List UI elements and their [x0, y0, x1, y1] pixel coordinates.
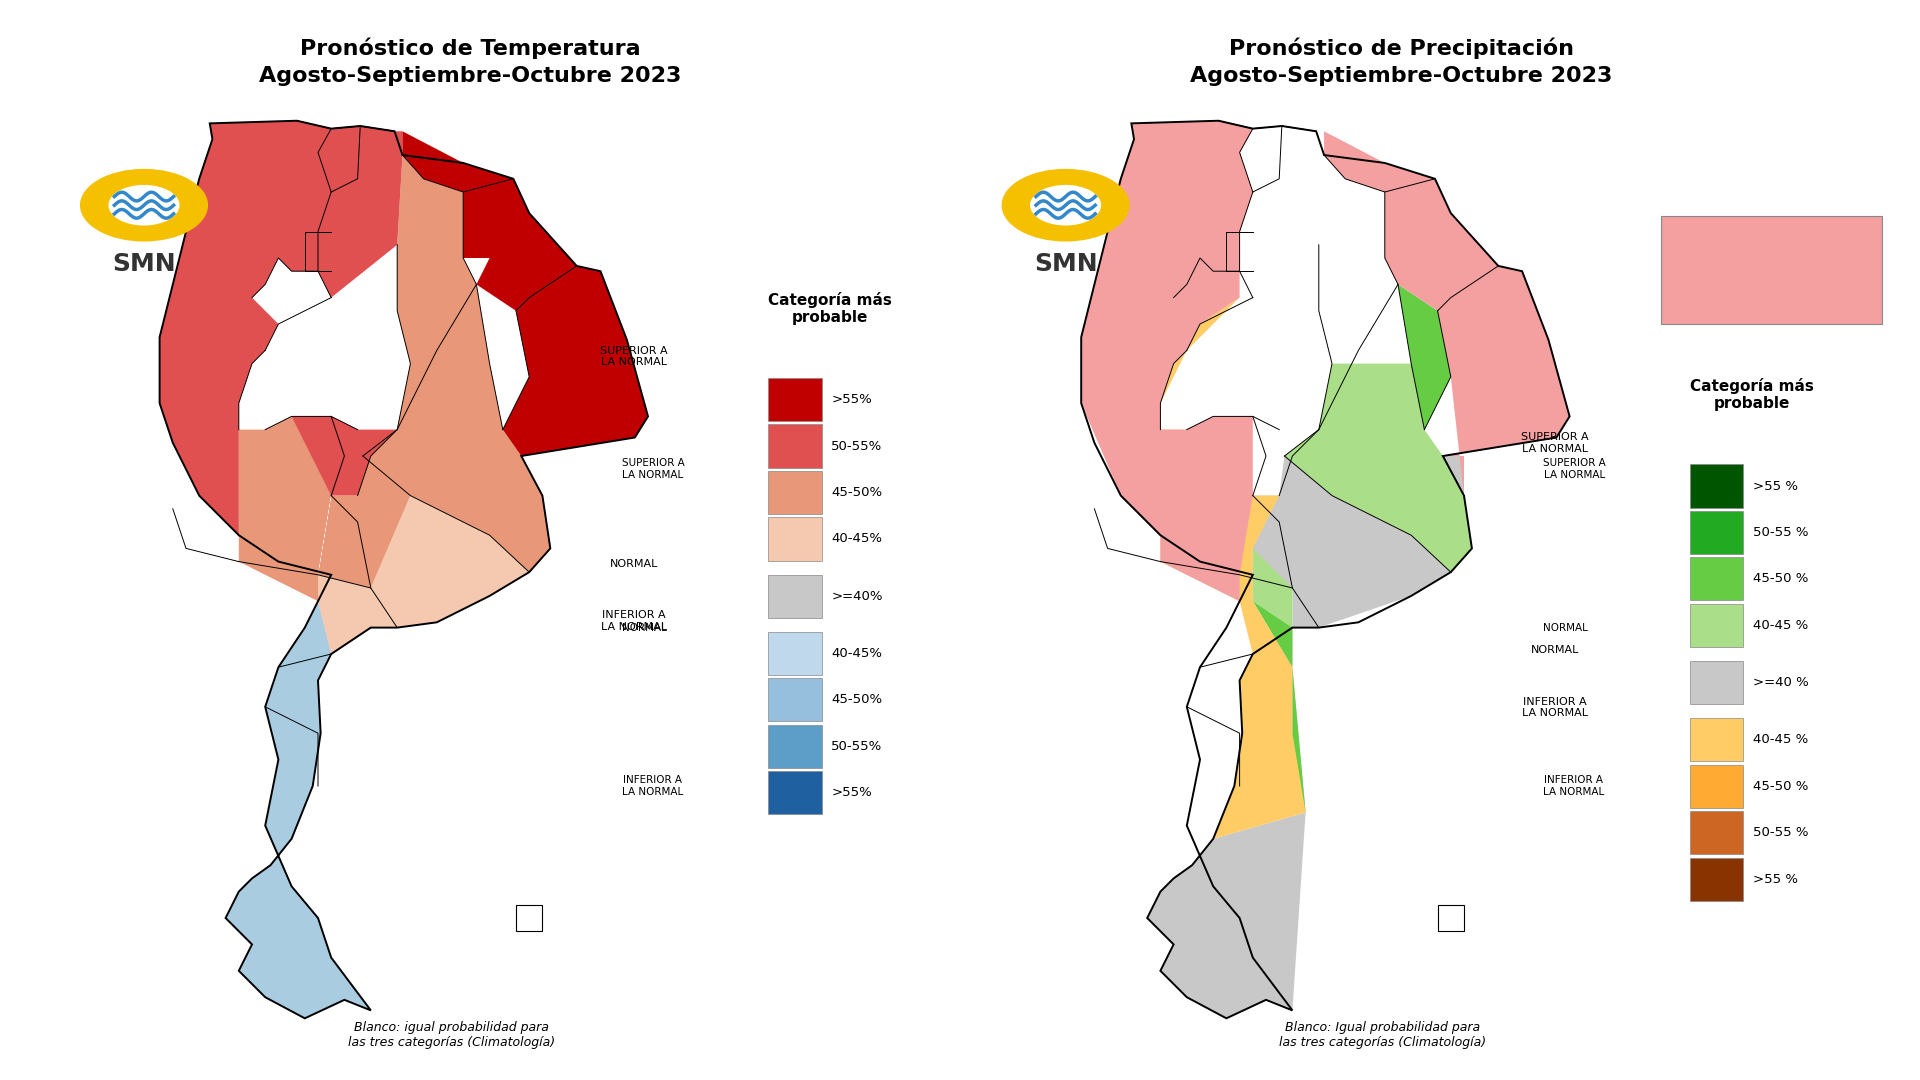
- Polygon shape: [1252, 549, 1292, 627]
- Polygon shape: [1146, 812, 1306, 1018]
- Polygon shape: [1252, 456, 1473, 627]
- Text: Categoría más
probable: Categoría más probable: [768, 292, 893, 325]
- Text: 50-55 %: 50-55 %: [1753, 826, 1809, 839]
- Polygon shape: [319, 588, 397, 654]
- Text: Blanco: Igual probabilidad para
las tres categorías (Climatología): Blanco: Igual probabilidad para las tres…: [1279, 1021, 1486, 1049]
- Polygon shape: [1081, 121, 1252, 602]
- Text: 45-50%: 45-50%: [831, 693, 883, 706]
- Text: 45-50 %: 45-50 %: [1753, 572, 1809, 585]
- Text: >55 %: >55 %: [1753, 873, 1797, 886]
- Text: INFERIOR A
LA NORMAL: INFERIOR A LA NORMAL: [1544, 775, 1605, 797]
- Text: SMN: SMN: [111, 252, 177, 275]
- Text: Pronóstico de Precipitación
Agosto-Septiembre-Octubre 2023: Pronóstico de Precipitación Agosto-Septi…: [1190, 38, 1613, 85]
- Text: NORMAL: NORMAL: [1544, 622, 1588, 633]
- Polygon shape: [159, 121, 649, 1018]
- Text: >=40%: >=40%: [831, 590, 883, 603]
- Text: SUPERIOR A
LA NORMAL: SUPERIOR A LA NORMAL: [1521, 432, 1590, 454]
- Text: 40-45 %: 40-45 %: [1753, 733, 1809, 746]
- Polygon shape: [1242, 602, 1306, 812]
- Text: >55 %: >55 %: [1753, 480, 1797, 492]
- Text: NORMAL: NORMAL: [609, 558, 659, 569]
- Text: SUPERIOR A
LA NORMAL: SUPERIOR A LA NORMAL: [1544, 458, 1605, 480]
- Polygon shape: [1240, 627, 1306, 812]
- Text: 50-55%: 50-55%: [831, 740, 883, 753]
- Text: 40-45%: 40-45%: [831, 647, 883, 660]
- Polygon shape: [225, 562, 371, 1018]
- Text: 40-45 %: 40-45 %: [1753, 619, 1809, 632]
- Polygon shape: [1160, 126, 1306, 839]
- Text: INFERIOR A
LA NORMAL: INFERIOR A LA NORMAL: [1523, 697, 1588, 718]
- Polygon shape: [1325, 132, 1569, 496]
- Text: 50-55%: 50-55%: [831, 440, 883, 453]
- Text: NORMAL: NORMAL: [622, 622, 666, 633]
- Text: Estación
Seca: Estación Seca: [1732, 238, 1811, 276]
- Text: INFERIOR A
LA NORMAL: INFERIOR A LA NORMAL: [622, 775, 684, 797]
- Text: Pronóstico de Temperatura
Agosto-Septiembre-Octubre 2023: Pronóstico de Temperatura Agosto-Septiem…: [259, 38, 682, 85]
- Polygon shape: [1284, 364, 1473, 572]
- Polygon shape: [1081, 121, 1569, 1018]
- Polygon shape: [238, 156, 551, 602]
- Text: SUPERIOR A
LA NORMAL: SUPERIOR A LA NORMAL: [622, 458, 684, 480]
- Polygon shape: [319, 496, 530, 654]
- Text: 45-50%: 45-50%: [831, 486, 883, 499]
- Polygon shape: [516, 905, 541, 931]
- Text: Categoría más
probable: Categoría más probable: [1690, 378, 1814, 411]
- Text: >55%: >55%: [831, 393, 872, 406]
- Text: SMN: SMN: [1033, 252, 1098, 275]
- Text: Blanco: igual probabilidad para
las tres categorías (Climatología): Blanco: igual probabilidad para las tres…: [348, 1021, 555, 1049]
- Polygon shape: [403, 132, 649, 456]
- Text: 50-55 %: 50-55 %: [1753, 526, 1809, 539]
- Text: NORMAL: NORMAL: [1530, 645, 1580, 656]
- Text: SUPERIOR A
LA NORMAL: SUPERIOR A LA NORMAL: [599, 346, 668, 367]
- Polygon shape: [1438, 905, 1463, 931]
- Text: 40-45%: 40-45%: [831, 532, 883, 545]
- Polygon shape: [292, 126, 411, 496]
- Polygon shape: [1398, 284, 1452, 430]
- Text: >55%: >55%: [831, 786, 872, 799]
- Polygon shape: [159, 121, 330, 536]
- Text: 45-50 %: 45-50 %: [1753, 780, 1809, 793]
- Text: >=40 %: >=40 %: [1753, 676, 1809, 689]
- Text: INFERIOR A
LA NORMAL: INFERIOR A LA NORMAL: [601, 610, 666, 632]
